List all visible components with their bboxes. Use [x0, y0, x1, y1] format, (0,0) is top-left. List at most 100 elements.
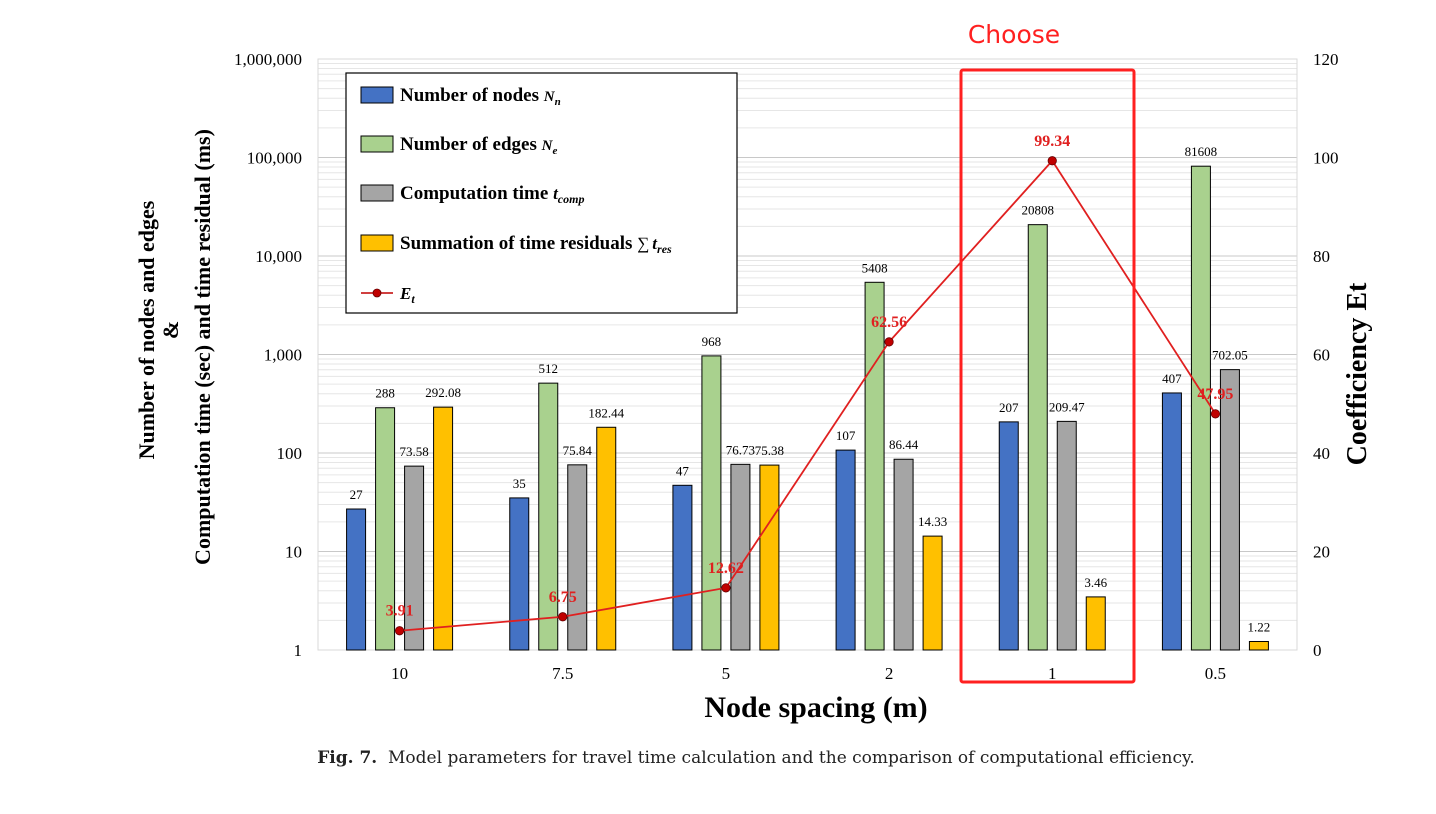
legend-nodes-sub: n [555, 96, 561, 108]
legend-swatch-nodes [360, 86, 394, 104]
bar [1219, 369, 1240, 651]
y-left-tick-label: 10 [285, 543, 302, 562]
legend-edges-sub: e [552, 145, 557, 157]
y-left-tick-label: 1,000 [264, 346, 302, 365]
legend-swatch-comp [360, 184, 394, 202]
bar-value-label: 75.84 [563, 443, 593, 458]
plot-area-border [317, 58, 1298, 651]
bar-value-label: 35 [513, 476, 526, 491]
et-marker [1047, 156, 1057, 166]
bar [375, 407, 396, 651]
et-marker [1210, 409, 1221, 419]
bar-value-label: 207 [999, 400, 1019, 415]
et-value-label: 99.34 [1034, 133, 1070, 150]
et-line [399, 159, 1217, 632]
bar-value-label: 288 [375, 386, 395, 401]
bar [1085, 596, 1106, 651]
x-tick-label: 5 [722, 664, 731, 683]
bar [346, 508, 367, 651]
et-marker [721, 583, 731, 593]
x-tick-label: 10 [391, 664, 408, 683]
bar-value-label: 47 [676, 463, 690, 478]
bar [1161, 392, 1182, 651]
bar [1056, 420, 1077, 651]
bar-value-label: 209.47 [1049, 399, 1085, 414]
legend-edges-text: Number of edges [400, 134, 542, 155]
y-left-tick-label: 1 [294, 641, 303, 660]
y-axis-left-title-line2: & [158, 321, 183, 339]
bar-value-label: 14.33 [918, 514, 947, 529]
bar-value-label: 182.44 [588, 405, 624, 420]
bar-value-label: 512 [539, 361, 559, 376]
et-line-series: 3.91 6.75 12.62 62.56 99.34 47.95 [386, 133, 1233, 636]
bar-value-label: 27 [350, 487, 364, 502]
caption-text: Model parameters for travel time calcula… [388, 748, 1195, 768]
et-marker [884, 337, 894, 347]
et-value-label: 47.95 [1197, 386, 1233, 403]
legend-et-sym: E [399, 284, 411, 303]
legend-et-sub: t [411, 292, 415, 306]
et-value-label: 12.62 [708, 560, 744, 577]
y-right-tick-label: 0 [1313, 641, 1322, 660]
bar [404, 465, 425, 651]
legend: Number of nodes Nn Number of edges Ne Co… [345, 72, 738, 314]
legend-swatch-res [360, 234, 394, 252]
legend-nodes-sym: N [543, 89, 556, 105]
caption-prefix: Fig. 7. [317, 748, 378, 768]
bar-value-label: 73.58 [399, 444, 428, 459]
bar [701, 355, 722, 651]
legend-comp-sym: t [553, 184, 559, 203]
legend-label-res: Summation of time residuals ∑ tres [400, 233, 672, 256]
bar [922, 535, 943, 651]
legend-label-comp: Computation time tcomp [400, 183, 584, 206]
bar-value-label: 75.38 [755, 443, 784, 458]
x-tick-label: 2 [885, 664, 894, 683]
y-left-tick-label: 100,000 [247, 149, 302, 168]
legend-label-edges: Number of edges Ne [400, 134, 557, 157]
bar-value-label: 292.08 [425, 385, 461, 400]
bar [1248, 640, 1269, 651]
legend-label-nodes: Number of nodes Nn [400, 85, 561, 108]
bar-value-label: 76.73 [726, 442, 755, 457]
y-right-tick-label: 80 [1313, 247, 1330, 266]
bar-value-label: 702.05 [1212, 348, 1248, 363]
x-tick-label: 0.5 [1205, 664, 1226, 683]
y-axis-left-title-line1: Number of nodes and edges [134, 200, 159, 459]
y-right-tick-label: 100 [1313, 149, 1339, 168]
bar [433, 406, 454, 651]
y-right-tick-label: 40 [1313, 444, 1330, 463]
legend-label-et: Et [399, 284, 415, 306]
bar [538, 382, 559, 651]
choose-annotation: Choose [968, 20, 1060, 49]
bar-value-labels: 27 35 47 107 207 407 288 512 968 5408 20808 81608 73… [350, 144, 1271, 634]
bar-value-label: 81608 [1185, 144, 1218, 159]
et-value-label: 3.91 [386, 603, 414, 620]
bar-value-label: 1.22 [1248, 619, 1271, 634]
bar-value-label: 3.46 [1084, 575, 1107, 590]
bar [672, 484, 693, 651]
figure-caption: Fig. 7. Model parameters for travel time… [0, 748, 1436, 768]
choose-highlight-box [959, 68, 1136, 684]
legend-comp-text: Computation time [400, 183, 553, 204]
y-left-tick-label: 100 [277, 444, 303, 463]
et-marker [558, 612, 568, 622]
bar [509, 497, 530, 651]
legend-res-sum: ∑ [637, 234, 649, 253]
right-axis-ticks: 0 20 40 60 80 100 120 [1313, 50, 1339, 660]
bar [893, 458, 914, 651]
legend-swatch-et-marker [372, 288, 382, 298]
bar [596, 426, 617, 651]
et-value-label: 62.56 [871, 314, 907, 331]
bar [864, 281, 885, 651]
legend-nodes-text: Number of nodes [400, 85, 544, 106]
legend-comp-sub: comp [558, 192, 585, 206]
y-axis-left-title-line3: Computation time (sec) and time residual… [190, 129, 215, 565]
bar-value-label: 407 [1162, 371, 1182, 386]
legend-box [345, 72, 738, 314]
bar [730, 463, 751, 651]
x-tick-label: 7.5 [552, 664, 573, 683]
bar [567, 464, 588, 651]
x-axis-ticks: 10 7.5 5 2 1 0.5 [391, 664, 1226, 683]
y-right-tick-label: 20 [1313, 543, 1330, 562]
